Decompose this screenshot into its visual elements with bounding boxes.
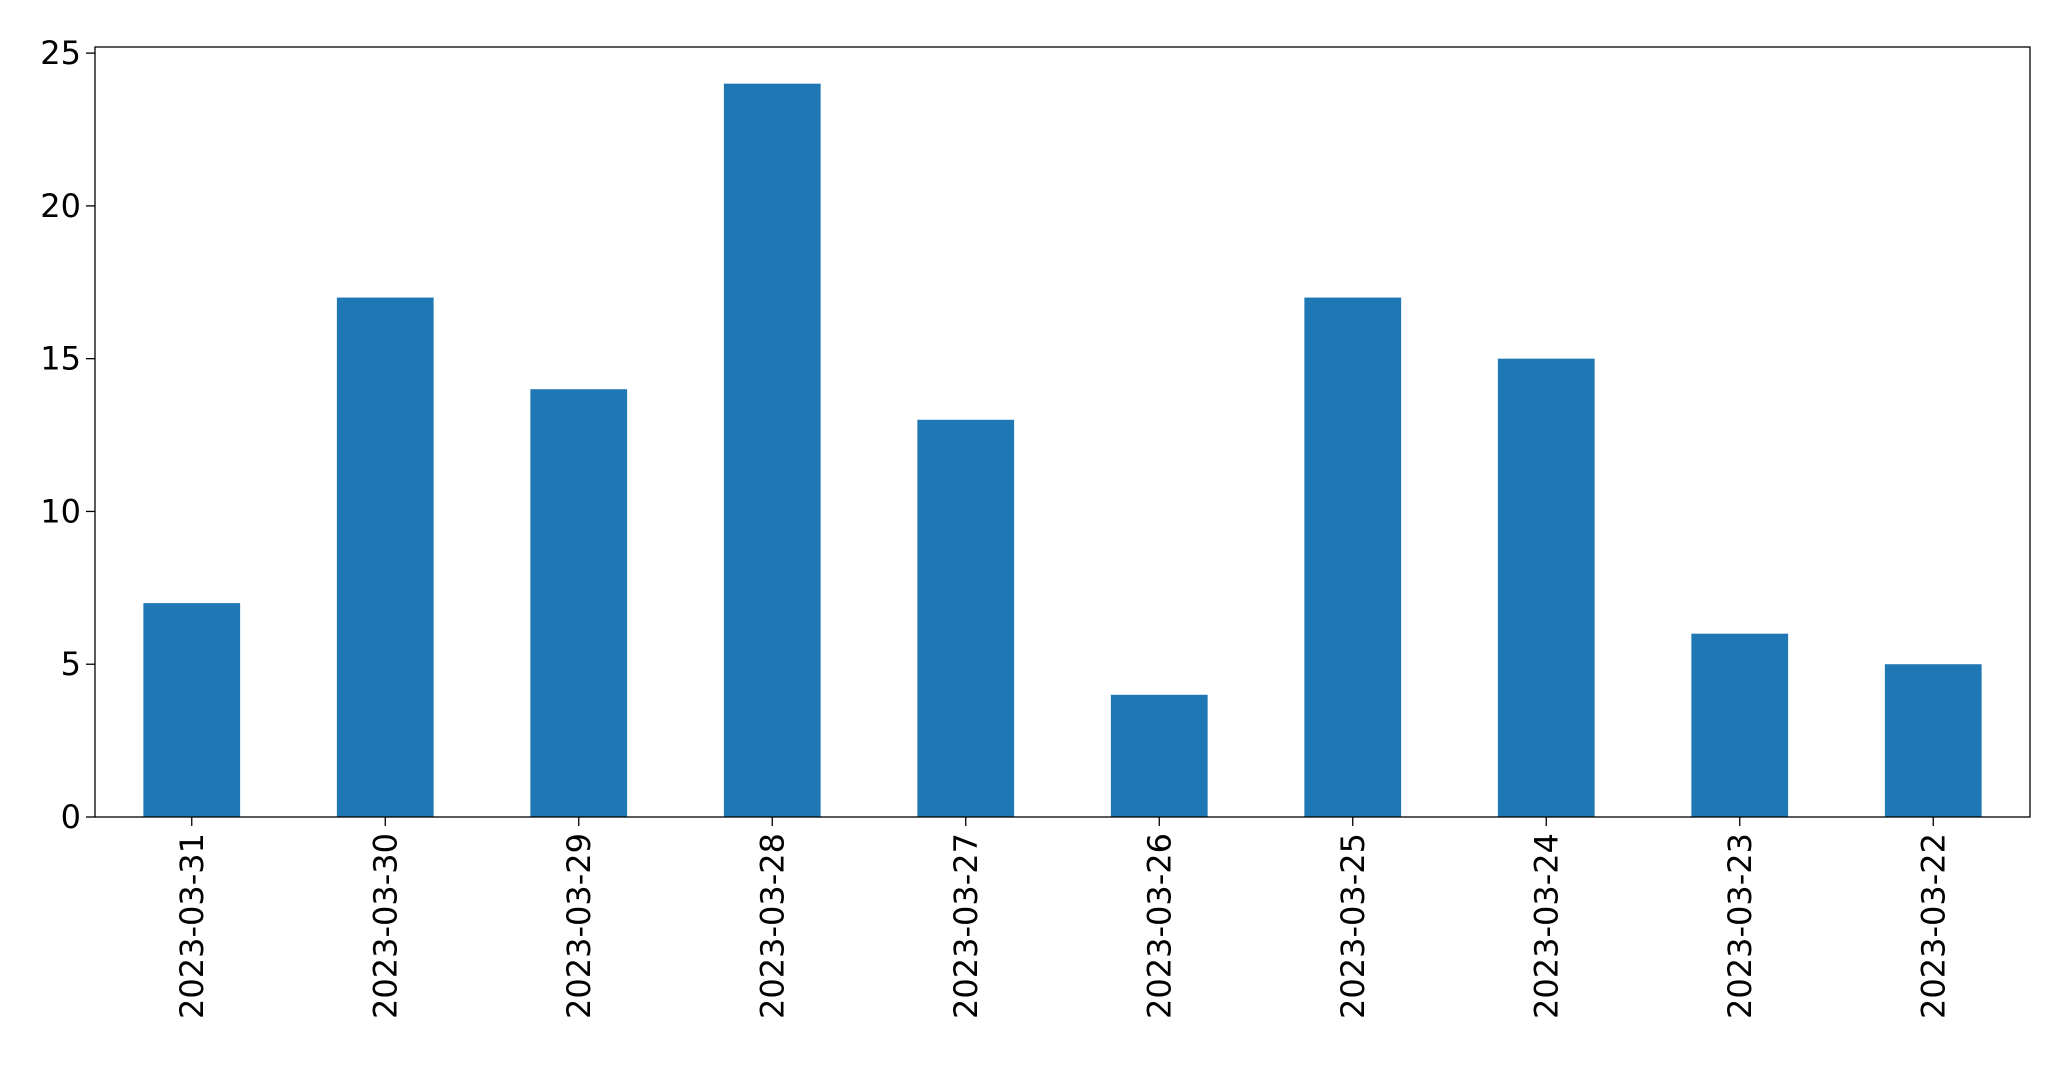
x-tick-label: 2023-03-25: [1334, 833, 1372, 1019]
bar: [1497, 358, 1595, 817]
x-tick-label: 2023-03-23: [1721, 833, 1759, 1019]
y-tick-label: 15: [40, 340, 81, 378]
bar: [1304, 297, 1402, 817]
x-tick-label: 2023-03-26: [1140, 833, 1178, 1019]
bar: [917, 419, 1015, 817]
y-tick-label: 0: [61, 798, 81, 836]
x-tick-label: 2023-03-31: [173, 833, 211, 1019]
bar: [1691, 633, 1789, 817]
x-tick-label: 2023-03-22: [1914, 833, 1952, 1019]
x-tick-label: 2023-03-29: [560, 833, 598, 1019]
x-tick-label: 2023-03-28: [753, 833, 791, 1019]
bar: [1110, 694, 1208, 817]
y-tick-label: 20: [40, 187, 81, 225]
x-tick-label: 2023-03-24: [1527, 833, 1565, 1019]
x-tick-label: 2023-03-27: [947, 833, 985, 1019]
bar: [530, 389, 628, 817]
plot-frame: [94, 46, 2031, 818]
bar: [723, 83, 821, 817]
bar: [143, 603, 241, 817]
bar: [1884, 664, 1982, 817]
x-tick-label: 2023-03-30: [366, 833, 404, 1019]
y-tick-label: 25: [40, 34, 81, 72]
y-tick-label: 10: [40, 492, 81, 530]
y-tick-label: 5: [61, 645, 81, 683]
bar: [336, 297, 434, 817]
